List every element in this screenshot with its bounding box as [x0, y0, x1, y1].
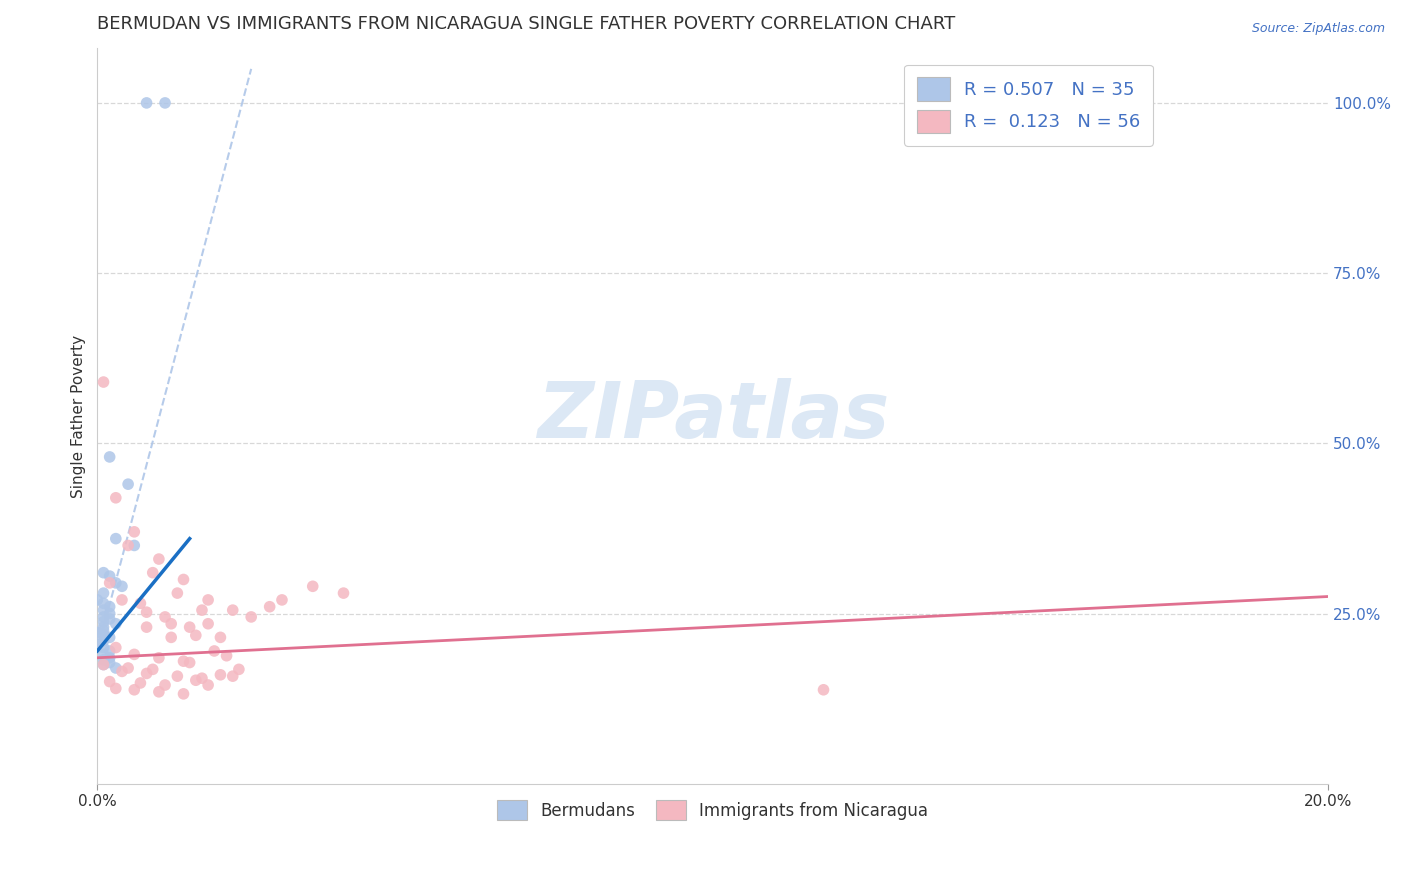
Point [148, 552, 170, 566]
Point [124, 648, 146, 662]
Point [104, 575, 127, 590]
Point [98, 644, 121, 658]
Point [98, 656, 121, 670]
Point [142, 566, 165, 580]
Point [173, 654, 195, 668]
Point [93, 586, 115, 600]
Point [93, 566, 115, 580]
Point [104, 681, 127, 696]
Point [93, 640, 115, 655]
Point [301, 579, 323, 593]
Point [142, 662, 165, 676]
Point [93, 657, 115, 672]
Text: Source: ZipAtlas.com: Source: ZipAtlas.com [1251, 22, 1385, 36]
Point [166, 669, 188, 683]
Point [222, 669, 245, 683]
Point [209, 631, 232, 645]
Point [93, 610, 115, 624]
Point [104, 640, 127, 655]
Point [111, 579, 134, 593]
Point [222, 603, 245, 617]
Point [160, 616, 183, 631]
Point [86, 625, 108, 640]
Point [93, 375, 115, 389]
Point [93, 648, 115, 662]
Point [86, 637, 108, 651]
Point [197, 593, 219, 607]
Point [124, 682, 146, 697]
Point [813, 682, 835, 697]
Point [184, 673, 207, 688]
Point [86, 593, 108, 607]
Point [93, 624, 115, 638]
Point [160, 631, 183, 645]
Point [117, 477, 139, 491]
Point [98, 575, 121, 590]
Point [179, 620, 201, 634]
Point [124, 538, 146, 552]
Point [117, 661, 139, 675]
Point [93, 653, 115, 667]
Point [148, 650, 170, 665]
Point [98, 674, 121, 689]
Point [98, 650, 121, 665]
Point [173, 573, 195, 587]
Point [271, 593, 294, 607]
Point [259, 599, 281, 614]
Point [215, 648, 238, 663]
Point [240, 610, 263, 624]
Point [228, 662, 250, 676]
Point [166, 586, 188, 600]
Point [197, 678, 219, 692]
Point [191, 603, 214, 617]
Point [111, 593, 134, 607]
Point [98, 569, 121, 583]
Point [179, 656, 201, 670]
Point [98, 631, 121, 645]
Point [135, 605, 157, 619]
Point [129, 596, 152, 610]
Point [135, 666, 157, 681]
Point [104, 616, 127, 631]
Point [93, 633, 115, 648]
Point [98, 607, 121, 621]
Point [209, 668, 232, 682]
Point [93, 657, 115, 672]
Text: BERMUDAN VS IMMIGRANTS FROM NICARAGUA SINGLE FATHER POVERTY CORRELATION CHART: BERMUDAN VS IMMIGRANTS FROM NICARAGUA SI… [97, 15, 956, 33]
Point [104, 532, 127, 546]
Point [93, 615, 115, 629]
Point [93, 628, 115, 642]
Point [117, 538, 139, 552]
Point [148, 685, 170, 699]
Point [153, 610, 176, 624]
Point [135, 620, 157, 634]
Point [93, 620, 115, 634]
Point [124, 524, 146, 539]
Point [104, 661, 127, 675]
Point [98, 450, 121, 464]
Point [135, 95, 157, 110]
Point [191, 671, 214, 685]
Point [93, 603, 115, 617]
Point [153, 678, 176, 692]
Point [197, 616, 219, 631]
Text: ZIPatlas: ZIPatlas [537, 378, 889, 454]
Point [111, 665, 134, 679]
Legend: Bermudans, Immigrants from Nicaragua: Bermudans, Immigrants from Nicaragua [491, 793, 935, 827]
Point [104, 491, 127, 505]
Point [202, 644, 225, 658]
Point [129, 676, 152, 690]
Point [93, 596, 115, 610]
Point [153, 95, 176, 110]
Point [173, 687, 195, 701]
Point [332, 586, 354, 600]
Y-axis label: Single Father Poverty: Single Father Poverty [72, 334, 86, 498]
Point [184, 628, 207, 642]
Point [98, 612, 121, 626]
Point [98, 599, 121, 614]
